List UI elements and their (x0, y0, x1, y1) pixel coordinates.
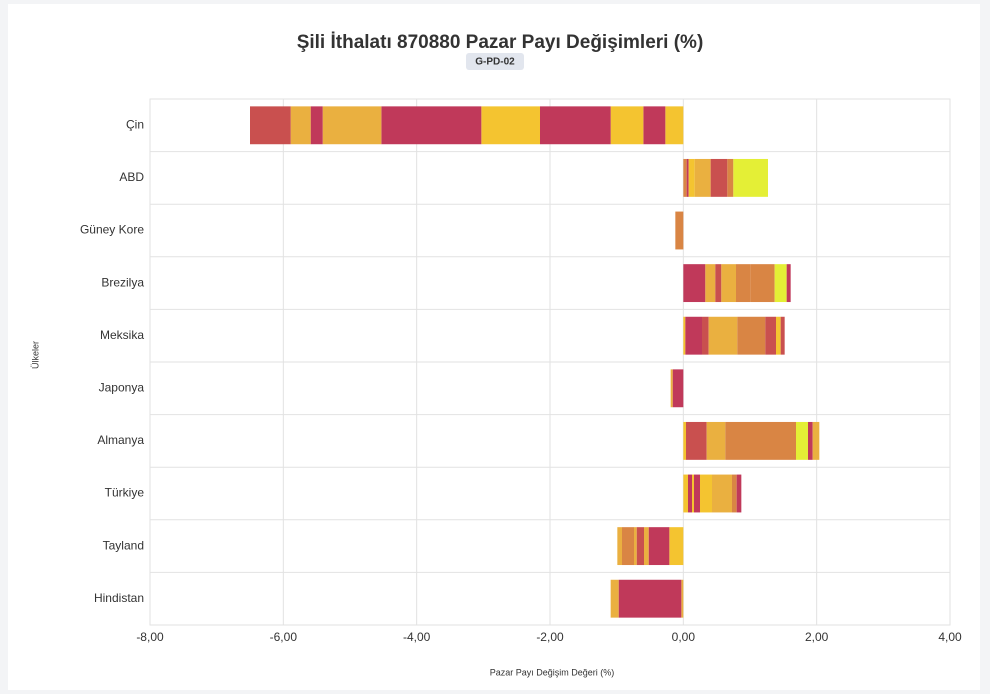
bar-segment (733, 158, 768, 197)
badge-bg (466, 53, 524, 70)
bar-segment (786, 264, 791, 303)
bar-segment (634, 527, 637, 566)
x-tick-label: -6,00 (270, 630, 298, 644)
y-tick-label: Çin (126, 117, 144, 131)
bar-segment (708, 316, 738, 355)
bar-segment (710, 158, 728, 197)
bar-segment (736, 474, 742, 513)
bar-segment (618, 579, 682, 618)
y-tick-label: Hindistan (94, 591, 144, 605)
bar-segment (617, 527, 622, 566)
y-axis-label: Ülkeler (30, 341, 40, 369)
bar-segment (683, 421, 686, 460)
bar-segment (686, 421, 707, 460)
bar-segment (694, 158, 711, 197)
bar-segment (737, 316, 766, 355)
chart-title: Şili İthalatı 870880 Pazar Payı Değişiml… (297, 32, 704, 53)
y-tick-label: Tayland (103, 538, 144, 552)
bar-segment (683, 316, 686, 355)
y-tick-label: Türkiye (105, 486, 145, 500)
bar-segment (727, 158, 734, 197)
bar-segment (290, 106, 311, 145)
x-axis-label: Pazar Payı Değişim Değeri (%) (490, 667, 615, 677)
y-tick-label: Almanya (97, 433, 144, 447)
y-tick-label: Brezilya (101, 275, 144, 289)
bar-segment (796, 421, 808, 460)
bar-segment (694, 474, 700, 513)
bar-segment (672, 369, 684, 408)
bar-segment (744, 421, 796, 460)
bar-segment (774, 264, 787, 303)
bar-segment (610, 106, 644, 145)
bar-segment (721, 264, 736, 303)
bar-segment (702, 316, 709, 355)
bar-segment (750, 264, 775, 303)
bar-segment (540, 106, 611, 145)
bar-segment (643, 106, 666, 145)
bar-segment (780, 316, 785, 355)
bar-segment (776, 316, 781, 355)
bar-segment (322, 106, 382, 145)
bar-segment (706, 421, 726, 460)
y-tick-label: Güney Kore (80, 223, 144, 237)
bar-segment (665, 106, 684, 145)
y-tick-label: Japonya (99, 380, 145, 394)
bar-segment (692, 474, 694, 513)
bar-segment (644, 527, 649, 566)
bar-segment (669, 527, 684, 566)
bar-segment (736, 264, 751, 303)
bar-segment (812, 421, 820, 460)
bar-segment (683, 474, 688, 513)
bar-segment (685, 316, 702, 355)
badge: G-PD-02 (475, 57, 515, 68)
bar-segment (481, 106, 540, 145)
bar-segment (636, 527, 644, 566)
bar-segment (675, 211, 684, 250)
bar-segment (686, 158, 689, 197)
x-tick-label: -4,00 (403, 630, 431, 644)
bar-segment (725, 421, 744, 460)
x-tick-label: 0,00 (672, 630, 696, 644)
bar-segment (732, 474, 737, 513)
bar-segment (648, 527, 670, 566)
bar-segment (250, 106, 291, 145)
bar-segment (808, 421, 813, 460)
bar-segment (688, 158, 695, 197)
x-tick-label: 4,00 (938, 630, 962, 644)
bar-segment (683, 158, 687, 197)
bar-segment (688, 474, 692, 513)
x-tick-label: -8,00 (136, 630, 164, 644)
bar-segment (715, 264, 722, 303)
y-tick-label: Meksika (100, 328, 144, 342)
bar-segment (381, 106, 482, 145)
x-tick-label: 2,00 (805, 630, 829, 644)
bar-segment (700, 474, 712, 513)
bar-segment (683, 264, 706, 303)
bar-segment (610, 579, 619, 618)
bar-segment (705, 264, 716, 303)
bar-segment (310, 106, 323, 145)
y-tick-label: ABD (119, 170, 144, 184)
bar-segment (712, 474, 732, 513)
bar-segment (765, 316, 776, 355)
bar-segment (681, 579, 684, 618)
x-tick-label: -2,00 (536, 630, 564, 644)
bar-segment (670, 369, 673, 408)
bar-segment (622, 527, 634, 566)
